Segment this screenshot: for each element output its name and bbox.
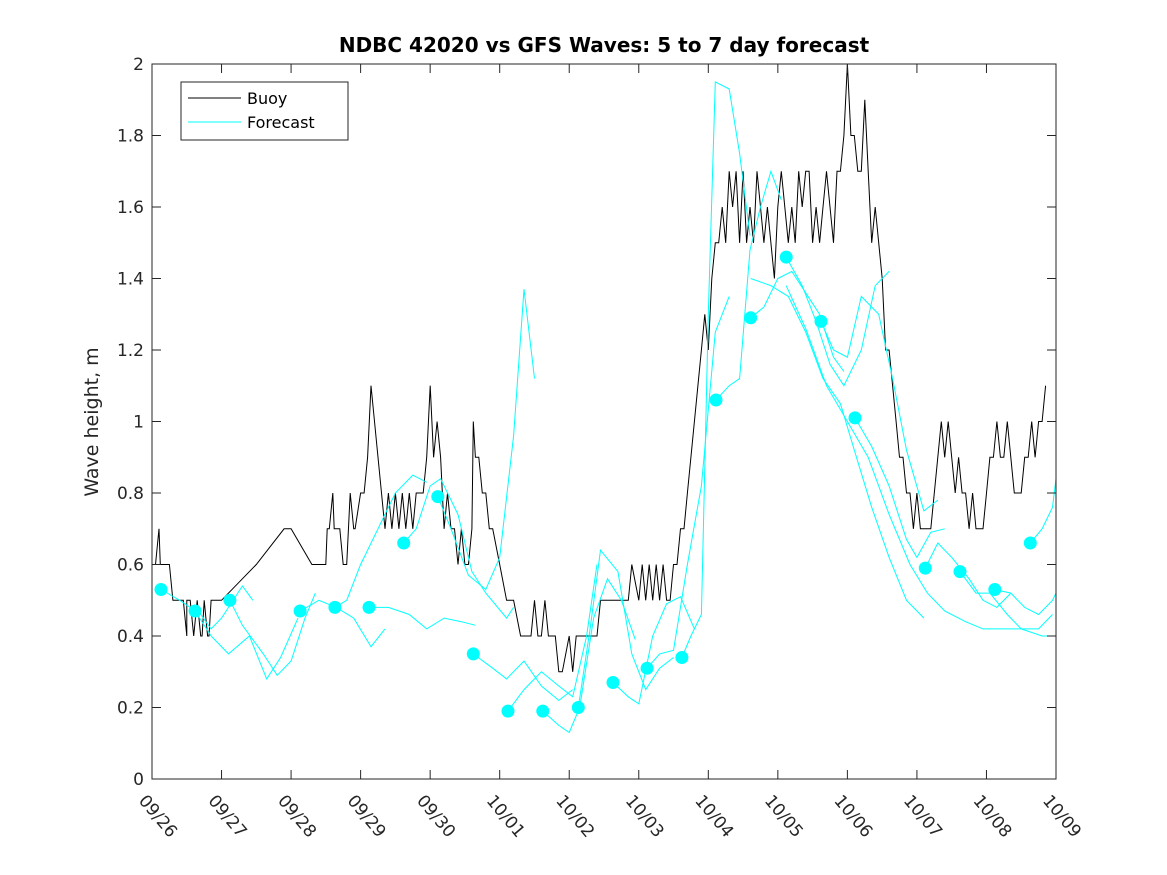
y-tick-label: 1.4 <box>117 270 144 290</box>
forecast-line-6 <box>403 477 515 619</box>
forecast-point-18 <box>814 314 828 328</box>
forecast-point-4 <box>328 600 342 614</box>
legend-forecast-label: Forecast <box>247 113 315 132</box>
forecast-point-0 <box>154 583 168 596</box>
forecast-point-16 <box>744 311 758 325</box>
y-tick-label: 0.8 <box>117 484 144 504</box>
y-tick-label: 0.2 <box>117 699 144 719</box>
axes-background <box>152 64 1056 779</box>
forecast-line-24 <box>750 278 925 619</box>
forecast-point-1 <box>188 604 202 618</box>
forecast-line-18 <box>820 295 939 512</box>
forecast-line-13 <box>646 296 730 669</box>
buoy-line <box>152 63 1047 673</box>
forecast-series <box>154 81 1057 734</box>
forecast-line-19 <box>854 417 945 559</box>
forecast-line-8 <box>473 653 574 702</box>
forecast-point-14 <box>675 651 689 664</box>
forecast-line-5 <box>369 606 476 630</box>
y-tick-label: 0.4 <box>117 627 144 647</box>
forecast-line-1 <box>194 610 299 680</box>
forecast-line-21 <box>959 571 1053 630</box>
legend-buoy-label: Buoy <box>247 89 287 108</box>
forecast-point-6 <box>397 536 411 550</box>
forecast-line-7 <box>437 289 535 591</box>
y-tick-label: 2 <box>133 55 144 75</box>
forecast-point-21 <box>953 565 967 579</box>
forecast-point-2 <box>223 593 237 607</box>
forecast-point-7 <box>431 490 445 504</box>
forecast-line-15 <box>715 169 782 401</box>
y-tick-label: 1 <box>133 413 144 433</box>
forecast-point-3 <box>293 604 307 618</box>
plot-area <box>152 64 1056 779</box>
buoy-series <box>152 63 1047 673</box>
forecast-point-22 <box>988 583 1002 596</box>
y-tick-label: 0.6 <box>117 556 144 576</box>
y-tick-label: 1.8 <box>117 127 144 147</box>
legend-box <box>180 81 349 141</box>
forecast-line-25 <box>785 285 1056 637</box>
forecast-line-3 <box>299 599 386 648</box>
forecast-line-4 <box>334 474 427 608</box>
forecast-point-12 <box>606 676 620 689</box>
forecast-line-11 <box>577 548 674 708</box>
forecast-line-22 <box>994 589 1057 616</box>
forecast-line-16 <box>750 270 845 372</box>
forecast-point-5 <box>362 600 376 614</box>
forecast-point-20 <box>918 561 932 575</box>
forecast-point-11 <box>571 701 585 714</box>
y-tick-label: 1.6 <box>117 198 144 218</box>
forecast-point-10 <box>536 704 550 718</box>
forecast-point-19 <box>848 411 862 425</box>
forecast-line-20 <box>924 542 1012 609</box>
y-axis-label: Wave height, m <box>81 347 103 496</box>
forecast-line-17 <box>785 256 890 387</box>
forecast-point-15 <box>709 393 723 407</box>
forecast-line-2 <box>229 592 316 677</box>
forecast-line-9 <box>507 564 598 712</box>
forecast-point-23 <box>1023 536 1037 550</box>
forecast-line-14 <box>681 81 751 658</box>
forecast-line-12 <box>612 596 695 705</box>
forecast-point-17 <box>779 250 793 264</box>
forecast-point-9 <box>501 704 515 718</box>
y-tick-label: 0 <box>133 770 144 790</box>
y-tick-label: 1.2 <box>117 341 144 361</box>
forecast-line-10 <box>542 577 636 734</box>
chart-title: NDBC 42020 vs GFS Waves: 5 to 7 day fore… <box>339 33 870 57</box>
legend: Buoy Forecast <box>180 81 349 141</box>
forecast-point-8 <box>466 647 480 661</box>
forecast-line-0 <box>160 585 254 630</box>
forecast-point-13 <box>640 661 654 675</box>
